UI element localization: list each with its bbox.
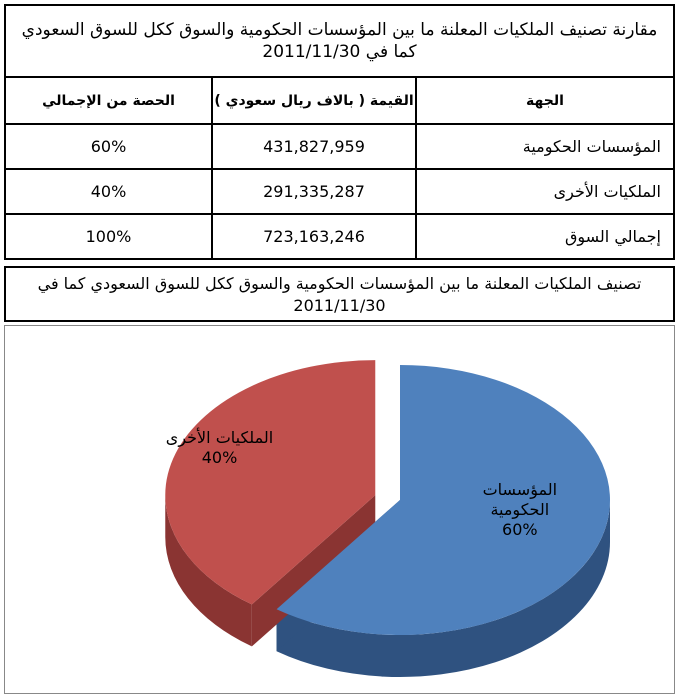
table-row: إجمالي السوق 723,163,246 100% bbox=[4, 213, 675, 260]
table-row: الملكيات الأخرى 291,335,287 40% bbox=[4, 168, 675, 215]
table-cell: 723,163,246 bbox=[211, 213, 417, 260]
slice-category: الملكيات الأخرى bbox=[165, 427, 274, 447]
table-cell: 291,335,287 bbox=[211, 168, 417, 215]
table-row: المؤسسات الحكومية 431,827,959 60% bbox=[4, 123, 675, 170]
table-cell: الملكيات الأخرى bbox=[415, 168, 675, 215]
table-cell: المؤسسات الحكومية bbox=[415, 123, 675, 170]
table-cell: 60% bbox=[4, 123, 213, 170]
summary-table: مقارنة تصنيف الملكيات المعلنة ما بين الم… bbox=[4, 4, 675, 260]
slice-category: المؤسسات الحكومية bbox=[482, 480, 558, 520]
table-title: مقارنة تصنيف الملكيات المعلنة ما بين الم… bbox=[4, 4, 675, 78]
column-header: الجهة bbox=[415, 76, 675, 125]
table-cell: إجمالي السوق bbox=[415, 213, 675, 260]
slice-label: الملكيات الأخرى 40% bbox=[149, 428, 289, 468]
slice-side bbox=[276, 500, 610, 677]
slice bbox=[165, 360, 376, 605]
slice-side bbox=[165, 495, 252, 647]
slice-label: المؤسسات الحكومية 60% bbox=[470, 480, 570, 540]
slice bbox=[276, 365, 610, 635]
chart-title: تصنيف الملكيات المعلنة ما بين المؤسسات ا… bbox=[4, 266, 675, 322]
table-cell: 40% bbox=[4, 168, 213, 215]
table-cell: 100% bbox=[4, 213, 213, 260]
column-header: الحصة من الإجمالي bbox=[4, 76, 213, 125]
column-header: القيمة ( بالاف ريال سعودي ) bbox=[211, 76, 417, 125]
chart-frame bbox=[4, 325, 675, 694]
slice-value: 60% bbox=[502, 520, 538, 540]
table-cell: 431,827,959 bbox=[211, 123, 417, 170]
slice-value: 40% bbox=[201, 447, 238, 467]
